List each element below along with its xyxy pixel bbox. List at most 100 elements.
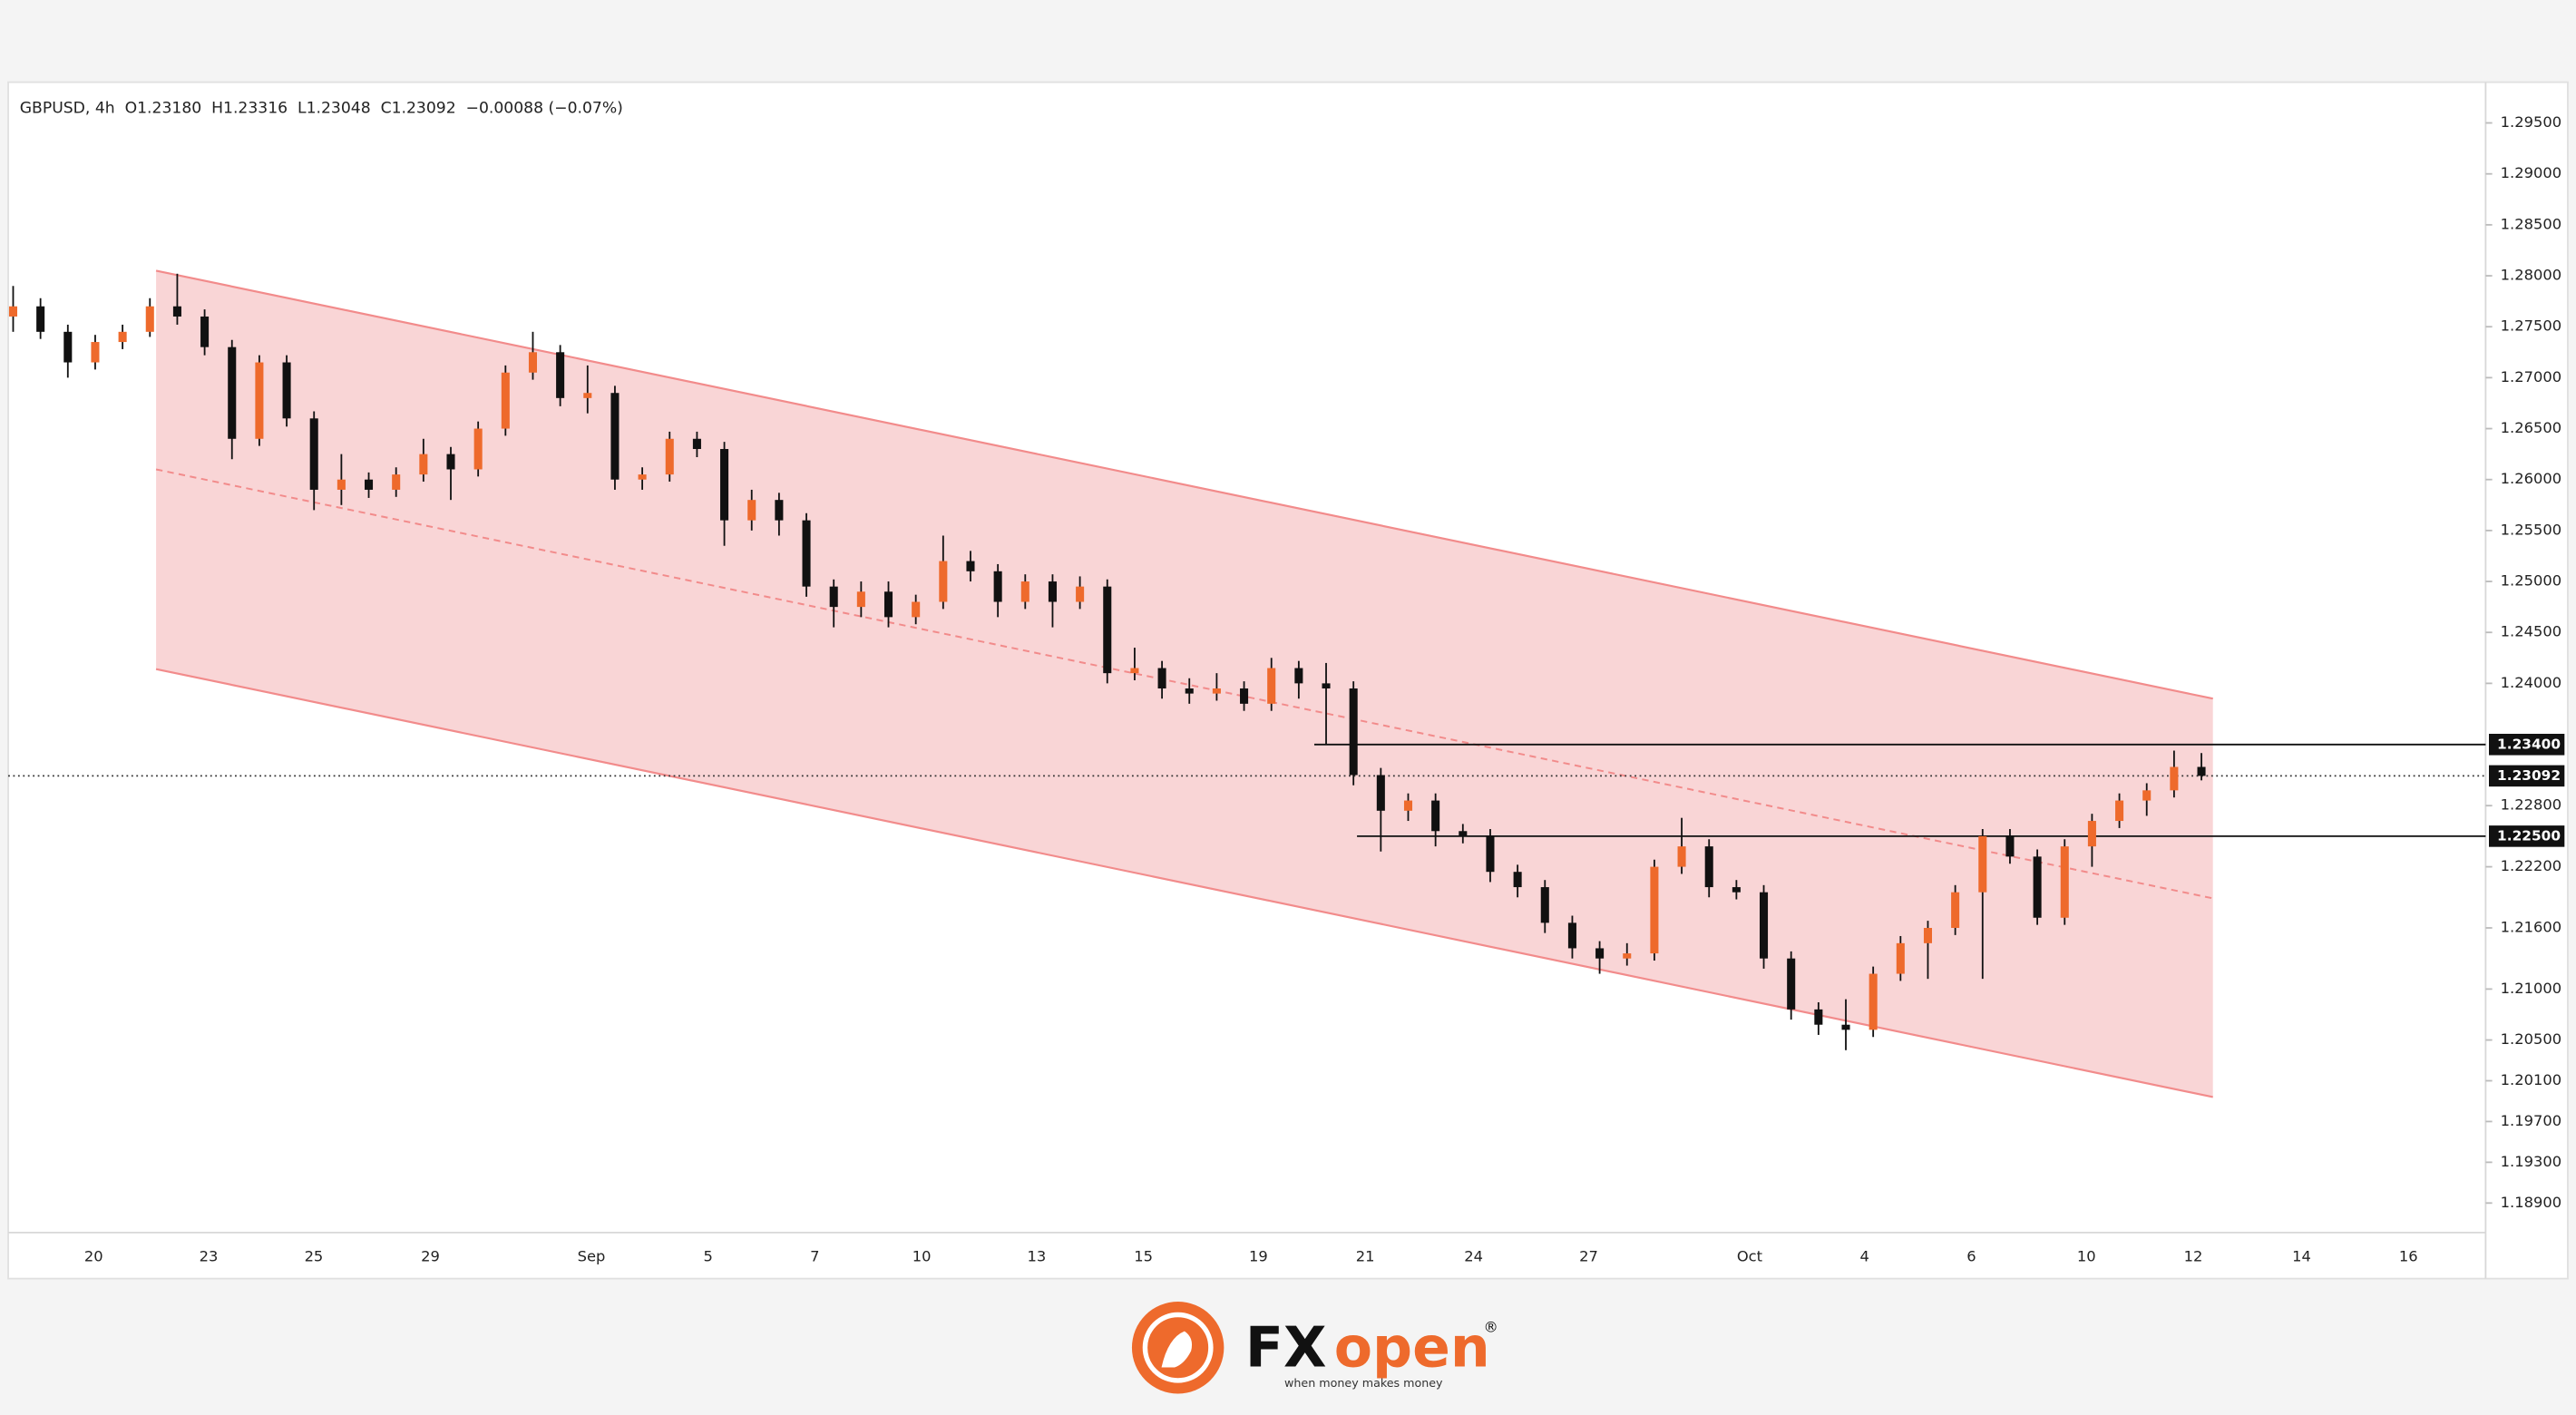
candle-body [145, 306, 154, 332]
candle-body [365, 479, 374, 490]
x-tick-label: Oct [1737, 1248, 1762, 1265]
candle-body [1020, 581, 1029, 602]
candle-body [1704, 846, 1713, 888]
candle-body [1896, 942, 1905, 974]
candle-body [1267, 668, 1276, 704]
candle-body [337, 479, 346, 490]
candle-body [912, 601, 921, 618]
candle-body [692, 438, 701, 450]
y-tick-label: 1.28000 [2501, 267, 2561, 284]
candle-body [939, 561, 948, 602]
logo: FX open ® when money makes money [1131, 1301, 1498, 1394]
candle-body [2170, 766, 2179, 791]
candle-body [2005, 835, 2015, 857]
candle-body [2033, 856, 2042, 918]
x-tick-label: 12 [2184, 1248, 2203, 1265]
y-tick-label: 1.29000 [2501, 164, 2561, 181]
candle-body [1486, 835, 1495, 873]
candle-body [1240, 688, 1249, 704]
candle-body [419, 454, 428, 475]
y-tick-label: 1.27500 [2501, 317, 2561, 335]
candle-body [2087, 821, 2096, 847]
y-tick-label: 1.19300 [2501, 1153, 2561, 1170]
logo-brand-open: open [1334, 1314, 1490, 1380]
candle-body [1540, 887, 1549, 923]
candle-body [1103, 586, 1112, 674]
candle-body [1431, 800, 1440, 832]
x-tick-label: 25 [305, 1248, 324, 1265]
candle-body [1076, 586, 1085, 602]
candle-body [228, 346, 237, 439]
y-tick-label: 1.24000 [2501, 674, 2561, 691]
candle-body [638, 474, 647, 480]
candle-body [2197, 766, 2206, 776]
last-price-label: 1.23092 [2497, 767, 2561, 784]
candle-body [802, 520, 811, 587]
candle-body [1814, 1009, 1823, 1025]
candle-body [1048, 581, 1057, 602]
x-tick-label: 10 [2077, 1248, 2096, 1265]
logo-emblem-ring [1142, 1312, 1214, 1383]
x-tick-label: 29 [421, 1248, 440, 1265]
x-tick-label: 21 [1356, 1248, 1375, 1265]
candle-body [1322, 683, 1331, 689]
symbol-header: GBPUSD, 4h O1.23180 H1.23316 L1.23048 C1… [20, 100, 623, 118]
candle-body [528, 352, 537, 373]
x-tick-label: 23 [200, 1248, 219, 1265]
y-tick-label: 1.20100 [2501, 1071, 2561, 1088]
y-tick-label: 1.19700 [2501, 1112, 2561, 1129]
candle-body [1623, 953, 1632, 959]
x-tick-label: 4 [1860, 1248, 1869, 1265]
y-tick-label: 1.22800 [2501, 796, 2561, 814]
candle-body [1567, 922, 1576, 949]
y-tick-label: 1.28500 [2501, 215, 2561, 232]
candle-body [446, 454, 455, 470]
candle-body [1212, 688, 1221, 694]
y-tick-label: 1.24500 [2501, 623, 2561, 640]
y-tick-label: 1.26000 [2501, 470, 2561, 487]
logo-registered: ® [1484, 1318, 1498, 1335]
candle-body [1459, 831, 1468, 836]
candle-body [993, 571, 1002, 602]
y-tick-label: 1.29500 [2501, 113, 2561, 131]
y-tick-label: 1.20500 [2501, 1030, 2561, 1048]
candle-body [473, 428, 483, 470]
plot: 1.29500 1.29000 1.28500 1.28000 1.27500 1.270… [8, 113, 2565, 1265]
candle-body [91, 342, 100, 363]
candle-body [1787, 958, 1796, 1010]
candle-body [1513, 872, 1522, 888]
candle-body [1951, 892, 1960, 928]
candle-body [118, 331, 127, 343]
candle-body [255, 362, 264, 439]
logo-tagline: when money makes money [1284, 1376, 1443, 1390]
candle-body [583, 393, 592, 398]
channel-middle [155, 468, 2213, 900]
x-tick-label: 7 [810, 1248, 819, 1265]
y-tick-label: 1.27000 [2501, 368, 2561, 385]
candle-body [856, 591, 865, 608]
x-tick-label: 20 [84, 1248, 103, 1265]
candle-body [1732, 887, 1741, 893]
y-tick-label: 1.25000 [2501, 572, 2561, 590]
level-label: 1.22500 [2497, 827, 2561, 844]
x-tick-label: 15 [1134, 1248, 1153, 1265]
candle-body [1650, 866, 1659, 954]
candle-body [1185, 688, 1194, 694]
candle-body [2115, 800, 2124, 822]
candle-body [1841, 1024, 1850, 1030]
x-tick-label: 14 [2292, 1248, 2311, 1265]
x-tick-label: 5 [703, 1248, 712, 1265]
x-tick-label: 6 [1966, 1248, 1976, 1265]
candle-body [1403, 800, 1413, 811]
candle-body [610, 393, 620, 480]
candle-body [8, 306, 18, 317]
level-label-box [2489, 825, 2565, 847]
x-tick-label: 13 [1028, 1248, 1047, 1265]
x-tick-label: 24 [1464, 1248, 1483, 1265]
candle-body [1595, 948, 1605, 959]
candle-body [36, 306, 45, 332]
candle-body [2142, 790, 2152, 801]
candle-body [1130, 668, 1139, 674]
candle-body [966, 561, 975, 571]
candle-body [2060, 846, 2069, 918]
